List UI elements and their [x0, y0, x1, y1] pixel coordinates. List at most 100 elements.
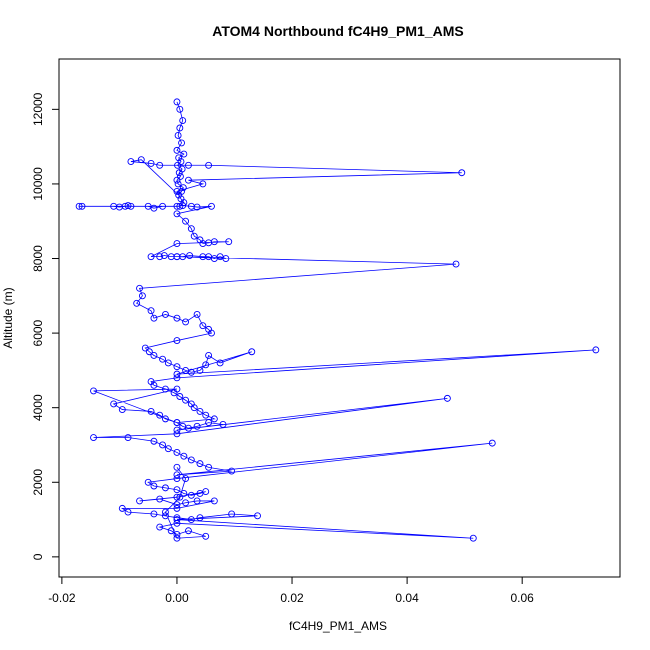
- data-point: [173, 176, 181, 184]
- x-axis: -0.02 0.00 0.02 0.04 0.06: [48, 576, 535, 605]
- data-point: [182, 396, 190, 404]
- data-point: [180, 199, 188, 207]
- data-point: [193, 422, 201, 430]
- data-point: [228, 467, 236, 475]
- data-point: [150, 352, 158, 359]
- data-point: [173, 187, 181, 195]
- data-point: [187, 225, 195, 233]
- data-point: [156, 161, 164, 169]
- data-point: [173, 463, 181, 471]
- data-point: [127, 202, 135, 210]
- y-tick-label: 4000: [31, 394, 45, 421]
- data-point: [150, 381, 158, 389]
- data-point: [127, 158, 135, 166]
- data-point: [173, 374, 181, 382]
- data-point: [196, 407, 204, 415]
- data-point: [173, 253, 181, 261]
- data-point: [175, 191, 183, 199]
- data-series: [75, 98, 600, 542]
- data-point: [156, 495, 164, 503]
- data-point: [161, 415, 169, 423]
- data-point: [156, 253, 164, 261]
- data-point: [90, 434, 97, 441]
- data-point: [173, 210, 181, 218]
- data-point: [228, 510, 236, 518]
- data-point: [196, 514, 204, 522]
- data-point: [205, 463, 213, 471]
- data-point: [124, 508, 132, 516]
- x-tick-label: -0.02: [48, 591, 76, 605]
- data-point: [156, 523, 164, 531]
- data-point: [187, 456, 195, 464]
- data-point: [202, 411, 210, 419]
- data-point: [164, 445, 172, 453]
- data-point: [161, 512, 169, 520]
- data-point: [173, 486, 181, 494]
- data-point: [177, 158, 185, 166]
- data-point: [75, 202, 83, 210]
- data-point: [150, 437, 158, 445]
- data-point: [193, 203, 201, 211]
- data-point: [176, 202, 184, 210]
- data-point: [182, 217, 190, 225]
- y-axis: 0 2000 4000 6000 8000 10000 12000: [31, 92, 60, 560]
- chart-title: ATOM4 Northbound fC4H9_PM1_AMS: [212, 23, 464, 39]
- data-point: [173, 471, 181, 479]
- data-point: [180, 452, 188, 460]
- data-point: [174, 132, 182, 139]
- data-point: [458, 169, 466, 177]
- data-point: [159, 202, 167, 210]
- data-point: [173, 531, 181, 538]
- data-point: [173, 314, 181, 322]
- x-tick-label: 0.06: [511, 591, 535, 605]
- data-point: [150, 510, 158, 518]
- data-point: [179, 202, 187, 210]
- y-axis-label: Altitude (m): [1, 287, 15, 348]
- data-point: [110, 400, 118, 408]
- data-point: [185, 424, 192, 432]
- data-point: [173, 337, 181, 345]
- series-line: [79, 101, 596, 539]
- data-point: [210, 497, 218, 505]
- data-point: [182, 499, 190, 507]
- data-point: [452, 260, 460, 268]
- data-point: [193, 311, 201, 318]
- data-point: [118, 406, 126, 414]
- data-point: [173, 504, 181, 512]
- data-point: [161, 508, 169, 516]
- data-point: [133, 299, 141, 307]
- data-point: [186, 252, 194, 259]
- data-point: [187, 516, 195, 524]
- x-tick-label: 0.04: [395, 591, 419, 605]
- data-point: [248, 348, 256, 356]
- data-point: [136, 284, 144, 292]
- x-axis-label: fC4H9_PM1_AMS: [289, 619, 387, 633]
- data-point: [219, 421, 227, 428]
- y-tick-label: 12000: [31, 92, 45, 126]
- data-point: [174, 161, 181, 169]
- data-point: [176, 173, 184, 180]
- y-tick-label: 10000: [31, 167, 45, 201]
- data-point: [118, 504, 126, 512]
- data-point: [225, 238, 233, 246]
- data-point: [185, 176, 192, 184]
- data-point: [136, 497, 144, 505]
- data-point: [176, 105, 184, 113]
- data-point: [161, 484, 169, 492]
- data-point: [210, 415, 218, 423]
- data-point: [167, 527, 175, 535]
- data-point: [90, 387, 97, 395]
- data-point: [150, 482, 158, 490]
- data-point: [124, 202, 132, 210]
- data-point: [182, 318, 190, 326]
- data-point: [173, 516, 181, 524]
- data-point: [161, 311, 169, 318]
- data-point: [176, 393, 184, 400]
- data-point: [173, 146, 181, 154]
- data-point: [173, 426, 181, 434]
- data-point: [199, 322, 207, 330]
- data-point: [202, 532, 210, 540]
- data-point: [145, 348, 153, 356]
- data-point: [176, 493, 184, 501]
- data-point: [222, 255, 230, 262]
